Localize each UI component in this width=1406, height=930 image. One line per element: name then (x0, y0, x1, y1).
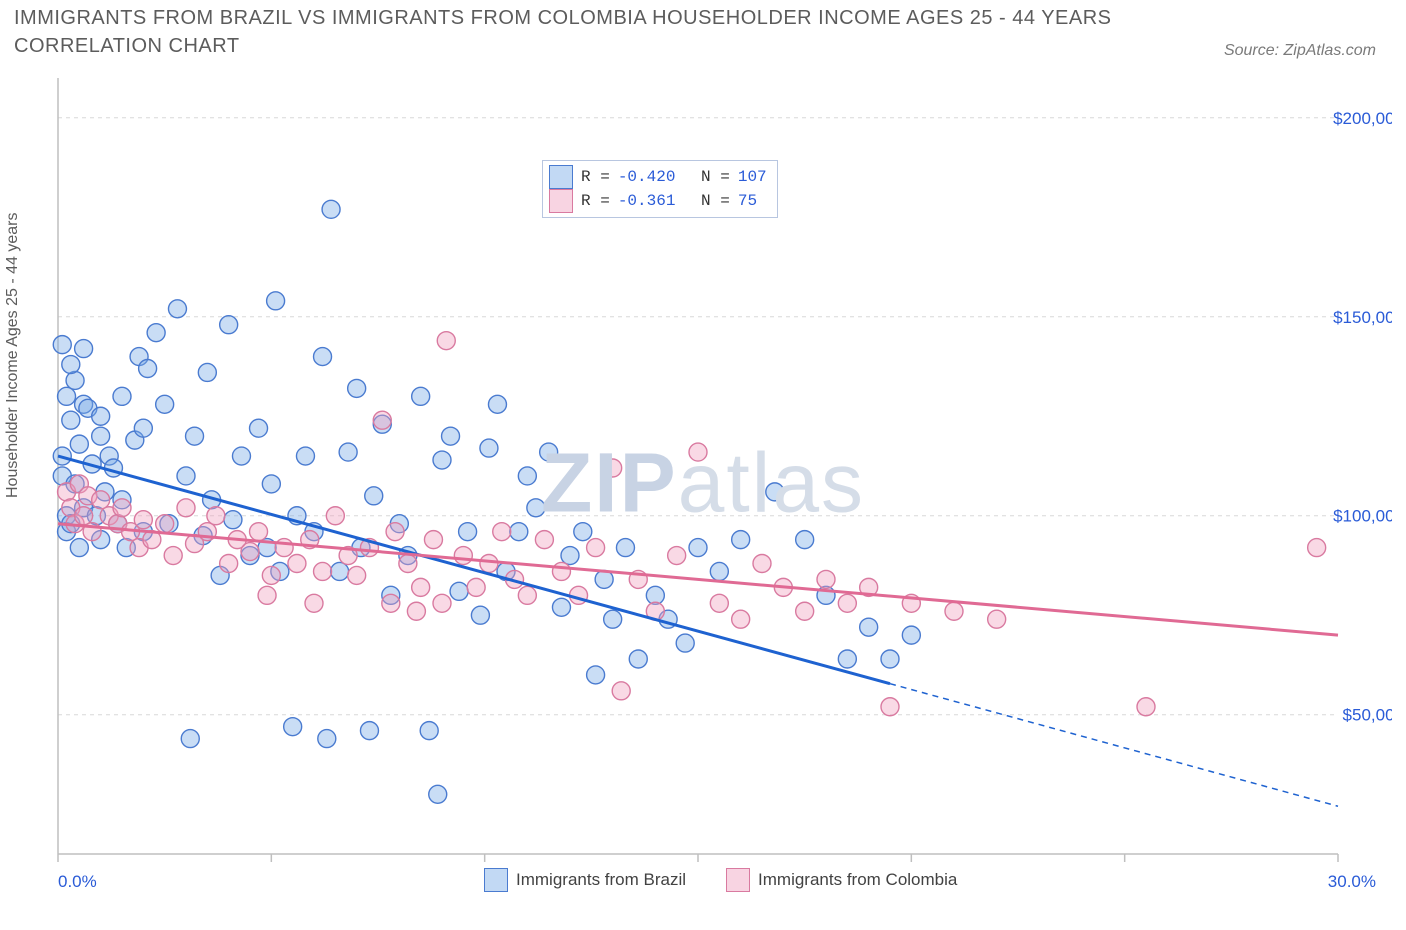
x-tick-max: 30.0% (1328, 872, 1376, 892)
legend-item-colombia: Immigrants from Colombia (726, 868, 957, 892)
svg-text:$100,000: $100,000 (1333, 507, 1392, 526)
r-value: -0.420 (618, 168, 676, 186)
r-label: R = (581, 168, 610, 186)
series-legend: Immigrants from Brazil Immigrants from C… (484, 868, 957, 892)
legend-corr-row-brazil: R = -0.420 N = 107 (549, 165, 767, 189)
n-label: N = (701, 192, 730, 210)
svg-text:$50,000: $50,000 (1343, 706, 1392, 725)
svg-text:$200,000: $200,000 (1333, 109, 1392, 128)
legend-swatch-blue (484, 868, 508, 892)
r-value: -0.361 (618, 192, 676, 210)
source-attribution: Source: ZipAtlas.com (1224, 42, 1376, 60)
legend-item-brazil: Immigrants from Brazil (484, 868, 686, 892)
legend-swatch-pink (726, 868, 750, 892)
y-axis-label: Householder Income Ages 25 - 44 years (4, 213, 22, 499)
legend-corr-row-colombia: R = -0.361 N = 75 (549, 189, 767, 213)
legend-swatch-pink (549, 189, 573, 213)
chart-area: Householder Income Ages 25 - 44 years $5… (14, 78, 1392, 898)
n-label: N = (701, 168, 730, 186)
legend-label: Immigrants from Colombia (758, 870, 957, 890)
chart-title: IMMIGRANTS FROM BRAZIL VS IMMIGRANTS FRO… (14, 4, 1114, 60)
r-label: R = (581, 192, 610, 210)
legend-label: Immigrants from Brazil (516, 870, 686, 890)
correlation-legend: R = -0.420 N = 107 R = -0.361 N = 75 (542, 160, 778, 218)
n-value: 107 (738, 168, 767, 186)
x-tick-min: 0.0% (58, 872, 97, 892)
svg-text:$150,000: $150,000 (1333, 308, 1392, 327)
n-value: 75 (738, 192, 757, 210)
legend-swatch-blue (549, 165, 573, 189)
